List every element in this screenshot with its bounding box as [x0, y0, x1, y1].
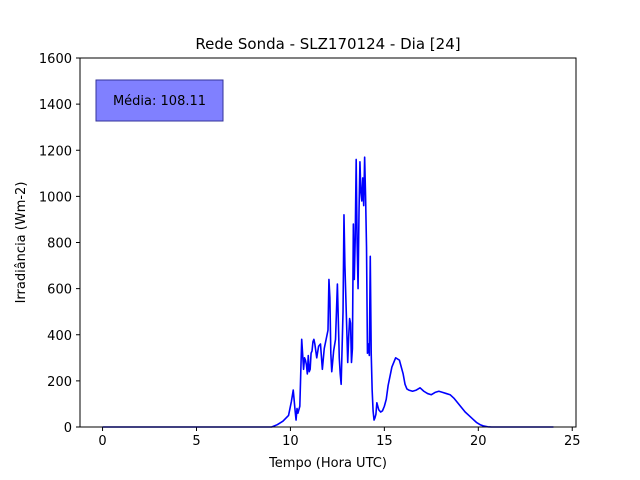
- y-tick-label: 400: [47, 329, 72, 344]
- x-tick-label: 5: [192, 434, 200, 449]
- x-tick-label: 15: [376, 434, 393, 449]
- x-tick-label: 0: [98, 434, 106, 449]
- mean-annotation-text: Média: 108.11: [113, 94, 206, 109]
- y-tick-label: 1000: [39, 190, 72, 205]
- y-tick-label: 1200: [39, 144, 72, 159]
- series-line: [102, 156, 554, 428]
- x-tick-label: 10: [282, 434, 299, 449]
- mean-annotation-box: [95, 79, 224, 122]
- y-tick-label: 200: [47, 375, 72, 390]
- y-axis-title: Irradiância (Wm-2): [14, 182, 29, 304]
- x-tick-label: 25: [564, 434, 581, 449]
- x-axis-title: Tempo (Hora UTC): [268, 456, 387, 471]
- x-tick-label: 20: [470, 434, 487, 449]
- chart-title: Rede Sonda - SLZ170124 - Dia [24]: [195, 35, 460, 53]
- y-tick-label: 800: [47, 237, 72, 252]
- y-axis-ticks: 0 200 400 600 800 1000 1200 1400 1600: [39, 52, 80, 436]
- y-tick-label: 600: [47, 283, 72, 298]
- plot-border: [79, 57, 577, 428]
- y-tick-label: 1400: [39, 98, 72, 113]
- y-tick-label: 0: [64, 421, 72, 436]
- y-tick-label: 1600: [39, 52, 72, 67]
- x-axis-ticks: 0 5 10 15 20 25: [98, 427, 581, 449]
- mean-annotation: Média: 108.11: [95, 79, 224, 122]
